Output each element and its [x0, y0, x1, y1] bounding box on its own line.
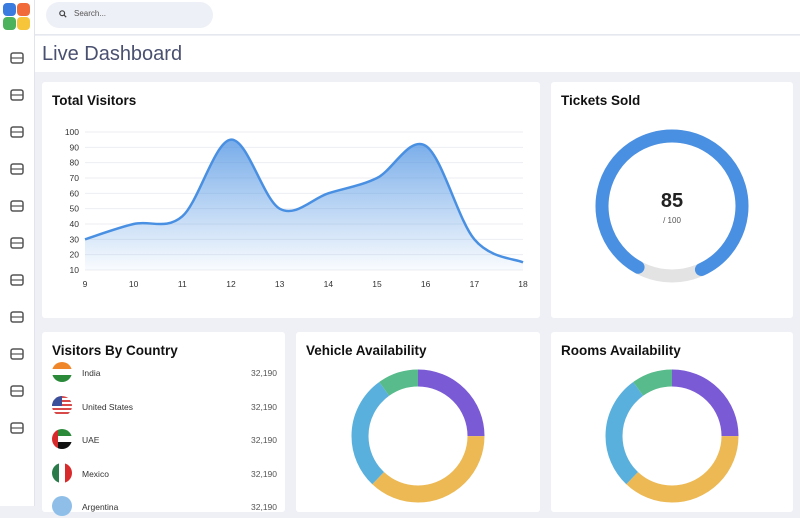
- tickets-value: 85: [660, 190, 684, 212]
- x-tick-label: 12: [226, 279, 236, 289]
- y-tick-label: 100: [65, 127, 79, 137]
- country-value: 32,190: [251, 368, 277, 378]
- building-icon[interactable]: [8, 419, 26, 437]
- x-tick-label: 14: [324, 279, 334, 289]
- card-title: Rooms Availability: [561, 343, 681, 358]
- donut-segment: [605, 369, 739, 503]
- y-tick-label: 70: [70, 173, 80, 183]
- x-tick-label: 15: [372, 279, 382, 289]
- country-row: Argentina 32,190: [52, 496, 277, 518]
- visitors-by-country-card: Visitors By Country India 32,190 United St…: [42, 332, 285, 516]
- country-name: Argentina: [82, 502, 119, 512]
- visitors-line: [84, 138, 524, 264]
- calendar-icon[interactable]: [8, 160, 26, 178]
- tickets-gauge: [595, 129, 749, 283]
- country-row: Mexico 32,190: [52, 462, 277, 485]
- rooms-availability-card: Rooms Availability: [551, 332, 793, 512]
- y-tick-label: 20: [70, 250, 80, 260]
- country-row: United States 32,190: [52, 395, 277, 418]
- card-title: Vehicle Availability: [306, 343, 427, 358]
- x-tick-label: 18: [518, 279, 528, 289]
- search-placeholder: Search...: [74, 9, 107, 18]
- x-tick-label: 16: [421, 279, 431, 289]
- visitors-area: [85, 139, 523, 270]
- flag-icon: [52, 395, 72, 416]
- store-icon[interactable]: [8, 197, 26, 215]
- flag-icon: [52, 429, 72, 449]
- tickets-sold-card: Tickets Sold 85 / 100: [551, 82, 793, 318]
- tickets-total: / 100: [663, 216, 681, 225]
- y-tick-label: 30: [70, 234, 80, 244]
- microphone-icon[interactable]: [8, 234, 26, 252]
- country-value: 32,190: [251, 468, 277, 479]
- coins-icon[interactable]: [8, 345, 26, 363]
- tools-icon[interactable]: [8, 86, 26, 104]
- card-title: Visitors By Country: [52, 343, 178, 358]
- top-bar: Search...: [35, 0, 800, 35]
- country-name: India: [82, 368, 101, 378]
- country-name: UAE: [82, 435, 100, 445]
- gauge-fill: [595, 129, 749, 283]
- country-value: 32,190: [251, 502, 277, 512]
- app-logo[interactable]: [3, 3, 30, 30]
- flag-icon: [52, 462, 72, 483]
- donut-segment: [605, 369, 739, 503]
- donut-segment: [351, 369, 485, 503]
- y-tick-label: 80: [70, 158, 80, 168]
- flag-icon: [52, 362, 72, 382]
- country-value: 32,190: [251, 401, 277, 412]
- y-tick-label: 10: [70, 265, 80, 275]
- flag-icon: [52, 496, 72, 516]
- sidebar: [0, 0, 35, 506]
- donut-segment: [351, 369, 485, 503]
- car-icon[interactable]: [8, 123, 26, 141]
- search-input[interactable]: Search...: [46, 2, 213, 28]
- donut-segment: [605, 369, 739, 503]
- briefcase-icon[interactable]: [8, 271, 26, 289]
- x-tick-label: 17: [470, 279, 480, 289]
- vehicle-availability-card: Vehicle Availability: [296, 332, 540, 512]
- bar-chart-icon[interactable]: [8, 49, 26, 67]
- user-settings-icon[interactable]: [8, 308, 26, 326]
- page-title: Live Dashboard: [42, 43, 183, 65]
- card-title: Tickets Sold: [561, 93, 641, 108]
- country-name: United States: [82, 401, 134, 412]
- search-icon: [59, 10, 67, 18]
- x-tick-label: 13: [275, 279, 285, 289]
- donut-segment: [351, 369, 485, 503]
- y-tick-label: 40: [70, 219, 80, 229]
- total-visitors-card: Total Visitors 10 20 30 40 50 60 70 80 90 100 9 10 1…: [42, 82, 540, 318]
- x-tick-label: 9: [83, 279, 88, 289]
- country-name: Mexico: [82, 468, 109, 479]
- country-row: India 32,190: [52, 362, 277, 384]
- y-tick-label: 50: [70, 204, 80, 214]
- title-bar: Live Dashboard: [35, 36, 800, 72]
- x-tick-label: 11: [178, 279, 187, 289]
- card-title: Total Visitors: [52, 93, 137, 108]
- rooms-donut: [605, 369, 739, 503]
- country-value: 32,190: [251, 435, 277, 445]
- x-tick-label: 10: [129, 279, 139, 289]
- y-tick-label: 60: [70, 188, 80, 198]
- vehicle-donut: [351, 369, 485, 503]
- vehicle-icon[interactable]: [8, 382, 26, 400]
- y-tick-label: 90: [70, 142, 80, 152]
- country-row: UAE 32,190: [52, 429, 277, 451]
